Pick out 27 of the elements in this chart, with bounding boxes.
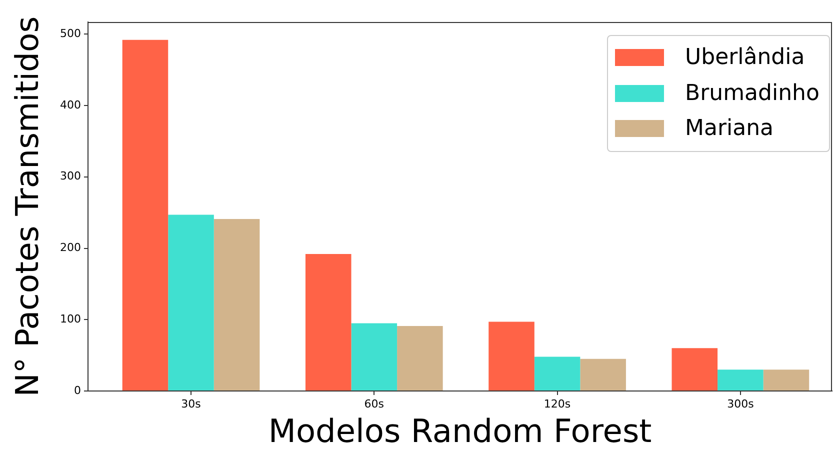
bar — [488, 322, 534, 390]
bar — [168, 214, 214, 390]
x-tick-label: 30s — [181, 397, 202, 410]
bar — [214, 218, 260, 390]
y-axis-title: N° Pacotes Transmitidos — [10, 16, 46, 397]
bar — [534, 356, 580, 390]
bar — [397, 326, 443, 390]
y-tick-label: 200 — [60, 241, 81, 254]
legend-label: Mariana — [685, 116, 774, 142]
legend-label: Brumadinho — [685, 80, 820, 106]
x-axis-title: Modelos Random Forest — [268, 412, 652, 450]
x-tick-label: 60s — [364, 397, 384, 410]
y-tick-label: 0 — [74, 384, 81, 397]
bar — [672, 348, 718, 390]
y-tick-label: 300 — [60, 170, 81, 183]
bar — [122, 40, 168, 390]
bar — [305, 254, 352, 390]
y-tick-label: 100 — [60, 312, 81, 326]
bar — [351, 323, 398, 390]
bar — [763, 370, 810, 390]
x-tick-label: 120s — [544, 397, 571, 410]
y-tick-label: 500 — [60, 26, 81, 40]
bar — [718, 370, 764, 390]
bar — [580, 358, 626, 390]
legend-label: Uberlândia — [685, 45, 805, 70]
x-tick-label: 300s — [727, 397, 754, 410]
y-tick-label: 400 — [60, 98, 81, 112]
